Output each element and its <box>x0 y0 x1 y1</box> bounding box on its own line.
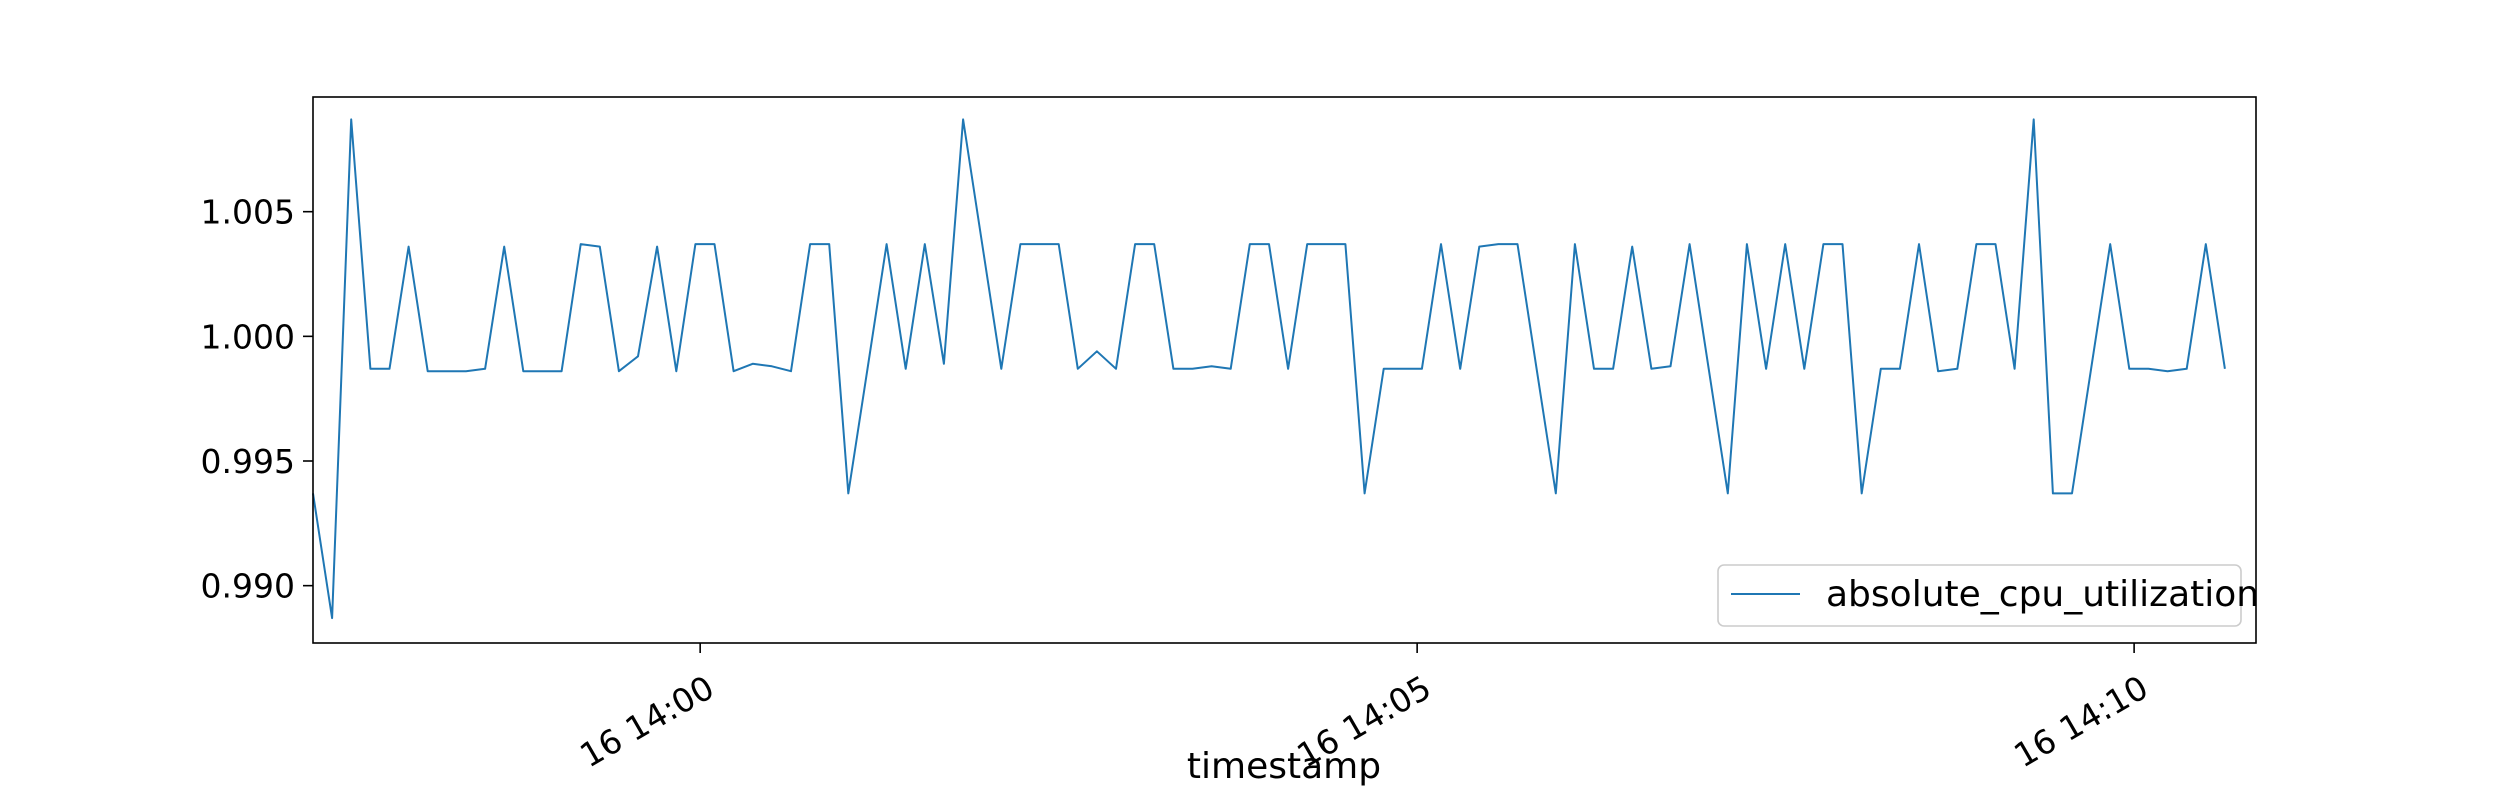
plot-frame <box>312 96 2257 644</box>
plot-area <box>313 97 2256 643</box>
y-tick-label: 0.990 <box>201 567 295 606</box>
legend: absolute_cpu_utilization <box>1717 564 2259 627</box>
legend-label: absolute_cpu_utilization <box>1826 574 2259 615</box>
y-tick-label: 0.995 <box>201 442 295 481</box>
series-line-absolute-cpu-utilization <box>312 118 2226 620</box>
y-axis: 0.990 0.995 1.000 1.005 <box>201 193 313 606</box>
legend-box <box>1717 564 2242 627</box>
series-layer <box>312 118 2226 620</box>
y-tick-label: 1.005 <box>201 193 295 232</box>
x-tick-label: 16 14:00 <box>573 668 720 776</box>
x-axis-label: timestamp <box>1187 746 1381 787</box>
y-tick-label: 1.000 <box>201 317 295 356</box>
x-tick-label: 16 14:10 <box>2007 668 2154 776</box>
